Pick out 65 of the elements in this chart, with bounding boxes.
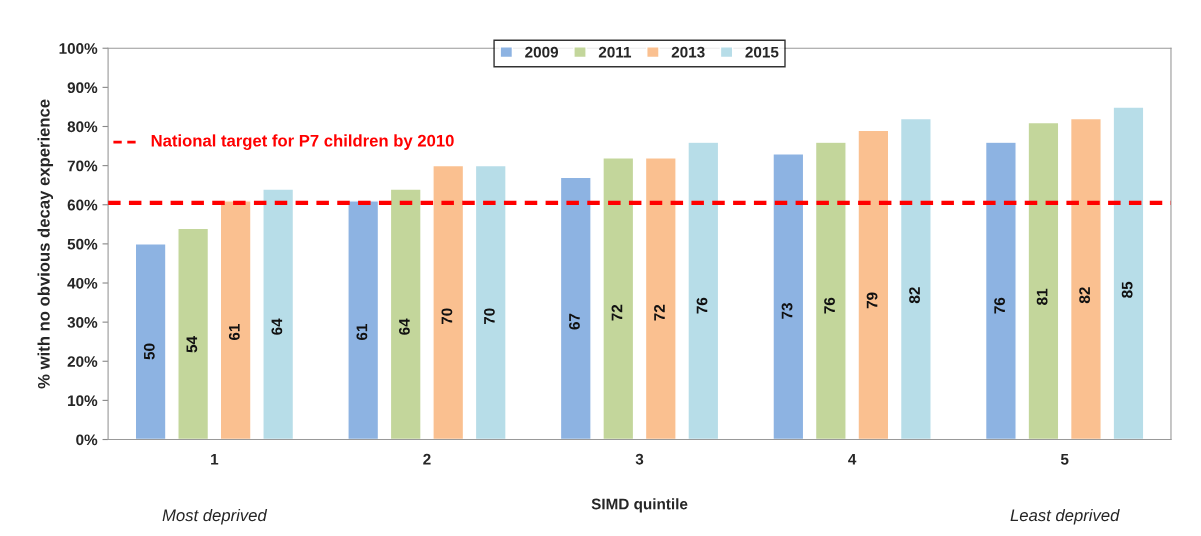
data-label: 64 — [398, 318, 410, 335]
x-tick-label: 1 — [211, 453, 219, 465]
data-label: 82 — [909, 287, 920, 304]
bar — [984, 141, 1017, 440]
data-label: 73 — [781, 303, 793, 319]
bar — [857, 129, 890, 440]
bar — [559, 176, 592, 440]
legend-label: 2009 — [525, 46, 559, 58]
bar — [602, 157, 635, 440]
y-tick-label: 50% — [67, 238, 98, 250]
y-tick-label: 70% — [67, 160, 98, 172]
y-tick-label: 0% — [76, 434, 98, 446]
bar — [347, 200, 380, 440]
y-tick-label: 60% — [67, 199, 98, 211]
data-label: 67 — [569, 313, 580, 330]
bar — [772, 153, 805, 440]
data-label: 70 — [484, 308, 495, 325]
data-label: 50 — [143, 343, 155, 360]
text: Least deprived — [1010, 508, 1120, 525]
bar — [177, 227, 210, 440]
data-label: 85 — [1121, 281, 1133, 298]
bar — [1112, 106, 1145, 440]
bar — [1027, 121, 1060, 440]
y-tick-label: 100% — [59, 43, 98, 54]
legend-label: National target for P7 children by 2010 — [151, 134, 454, 150]
bar — [644, 157, 677, 440]
y-tick-label: 40% — [67, 277, 98, 289]
data-label: 76 — [824, 297, 835, 314]
bar — [814, 141, 847, 440]
data-label: 76 — [994, 297, 1006, 314]
bar — [262, 188, 295, 440]
legend-label: 2011 — [598, 46, 632, 58]
data-label: 72 — [611, 304, 623, 321]
legend-label: 2013 — [671, 46, 705, 58]
text: Most deprived — [162, 508, 268, 525]
bar — [687, 141, 720, 440]
bar — [899, 117, 932, 440]
data-label: 61 — [356, 324, 368, 341]
data-label: 79 — [866, 292, 878, 309]
data-label: 64 — [271, 318, 283, 335]
bar — [1069, 117, 1102, 440]
data-label: 61 — [228, 324, 240, 341]
bar — [474, 164, 507, 440]
x-tick-label: 2 — [423, 453, 431, 465]
data-label: 72 — [654, 304, 665, 321]
x-tick-label: 5 — [1060, 453, 1069, 465]
bar — [432, 164, 465, 440]
bar — [389, 188, 422, 440]
legend-label: 2015 — [745, 46, 779, 58]
data-label: 81 — [1036, 288, 1048, 305]
y-tick-label: 20% — [67, 356, 98, 367]
x-tick-label: 3 — [635, 453, 644, 465]
data-label: 70 — [441, 308, 453, 325]
bar — [134, 243, 167, 440]
y-tick-label: 30% — [67, 317, 98, 328]
data-label: 54 — [186, 336, 198, 353]
y-tick-label: 10% — [68, 395, 98, 407]
x-tick-label: 4 — [848, 453, 857, 465]
bar — [219, 200, 252, 440]
data-label: 76 — [696, 297, 708, 314]
y-tick-label: 80% — [67, 121, 98, 133]
x-axis-title: SIMD quintile — [591, 498, 688, 513]
data-label: 82 — [1079, 287, 1091, 304]
y-axis-title: % with no obvious decay experience — [37, 99, 54, 389]
y-tick-label: 90% — [67, 82, 98, 94]
